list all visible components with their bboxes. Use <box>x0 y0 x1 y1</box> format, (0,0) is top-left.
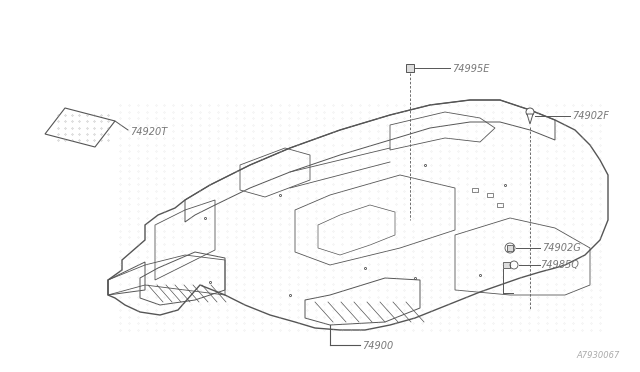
Text: 74995E: 74995E <box>452 64 490 74</box>
Polygon shape <box>503 262 510 268</box>
Text: 74902F: 74902F <box>572 111 609 121</box>
Text: A7930067: A7930067 <box>577 351 620 360</box>
Text: 74902G: 74902G <box>542 243 580 253</box>
Text: 74920T: 74920T <box>130 127 167 137</box>
Polygon shape <box>507 245 513 251</box>
Text: 74985Q: 74985Q <box>540 260 579 270</box>
Circle shape <box>526 108 534 116</box>
Text: 74900: 74900 <box>362 341 393 351</box>
Polygon shape <box>406 64 414 72</box>
Polygon shape <box>527 114 533 124</box>
